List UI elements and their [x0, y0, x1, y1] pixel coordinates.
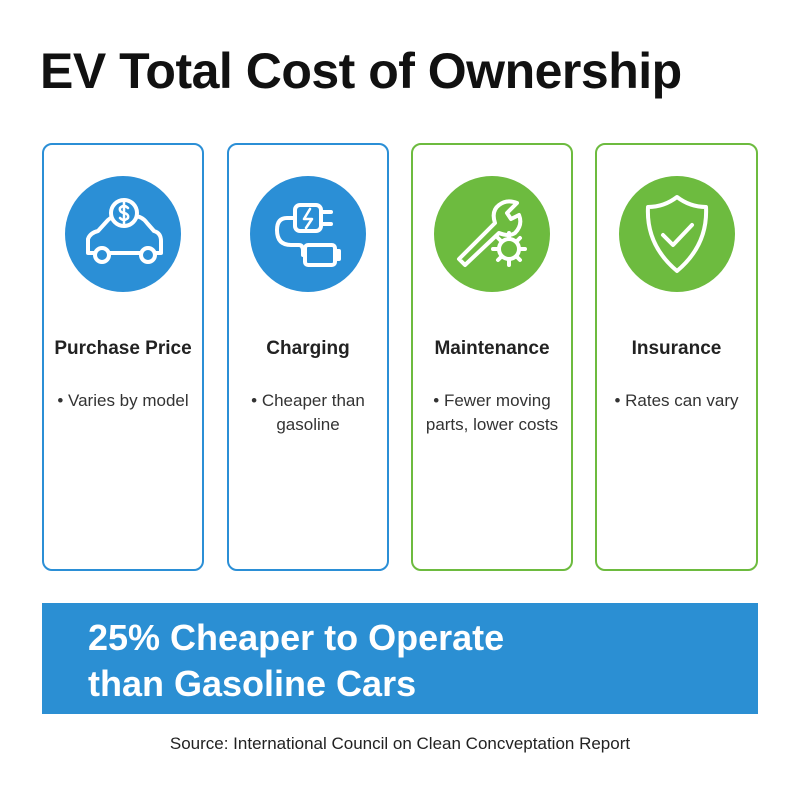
source: Source: International Council on Clean C… [169, 734, 631, 753]
card-text: • Rates can vary [614, 391, 739, 410]
card-title: Purchase Price [54, 338, 192, 359]
card: Charging • Cheaper than gasoline [227, 143, 389, 571]
card-text: • Varies by model [57, 391, 189, 410]
icon [65, 176, 181, 292]
card: Purchase Price • Varies by model [42, 143, 204, 571]
card-text: • Cheaper than gasoline [251, 391, 365, 434]
icon [618, 176, 735, 292]
banner-line: 25% Cheaper to Operate [88, 617, 505, 658]
icon [250, 176, 366, 292]
title: EV Total Cost of Ownership [40, 43, 682, 99]
card-title: Insurance [631, 338, 722, 359]
banner: 25% Cheaper to Operate than Gasoline Car… [42, 603, 758, 714]
icon [434, 176, 550, 292]
banner-line: than Gasoline Cars [88, 663, 417, 704]
card-text: • Fewer moving parts, lower costs [425, 391, 559, 434]
card-title: Maintenance [434, 338, 550, 359]
card: Insurance • Rates can vary [595, 143, 758, 571]
card-title: Charging [266, 338, 350, 359]
card: Maintenance • Fewer moving parts, lower … [411, 143, 573, 571]
